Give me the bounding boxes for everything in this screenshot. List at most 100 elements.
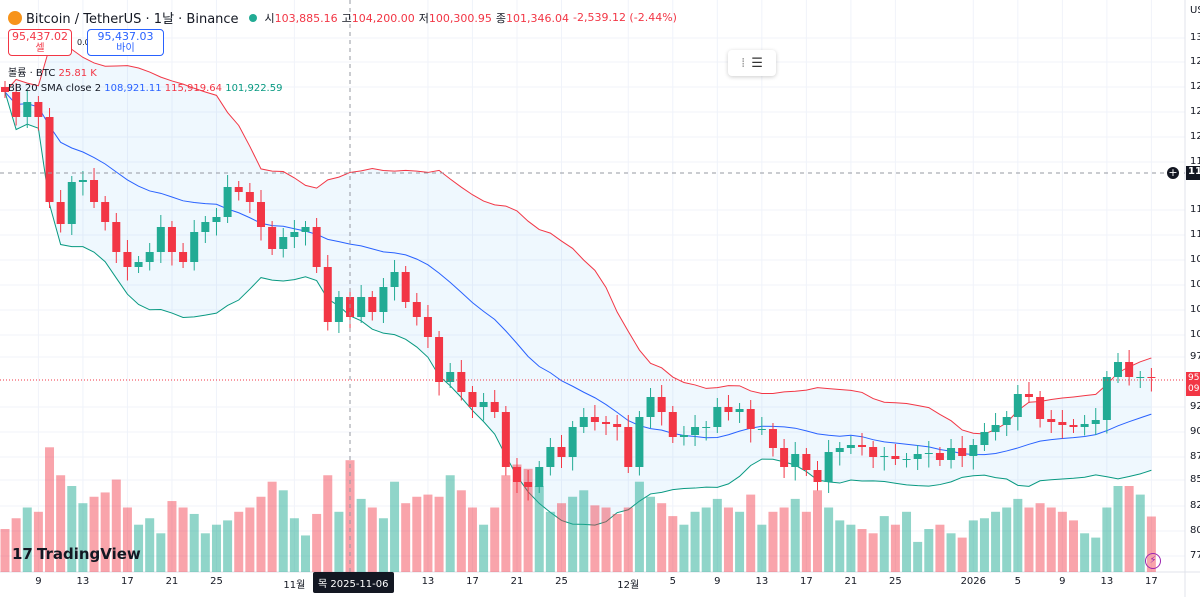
candle-body	[223, 187, 232, 217]
volume-bar	[991, 511, 1001, 572]
volume-bar	[634, 481, 644, 572]
volume-bar	[89, 496, 99, 572]
volume-bar	[657, 503, 667, 572]
candle-body	[1058, 422, 1067, 425]
price-axis[interactable]: US 1312121212111111101010109792908785828…	[1186, 0, 1200, 572]
time-tick-label: 25	[555, 576, 568, 587]
volume-bar	[456, 490, 466, 572]
candle-body	[167, 227, 176, 252]
candle-body	[869, 447, 878, 457]
object-tree-button[interactable]: ⁞ ☰	[728, 50, 776, 76]
candle-body	[858, 445, 867, 447]
candle-body	[524, 482, 533, 487]
candle-body	[1114, 362, 1122, 377]
add-alert-plus-icon[interactable]: +	[1166, 166, 1180, 180]
candle-body	[1125, 362, 1134, 377]
candle-body	[245, 192, 254, 202]
volume-bar	[1113, 486, 1123, 572]
time-tick-label: 21	[844, 576, 858, 587]
volume-bar	[256, 496, 266, 572]
candle-body	[301, 227, 310, 232]
volume-bar	[857, 529, 867, 572]
volume-bar	[267, 481, 277, 572]
volume-bar	[412, 496, 422, 572]
volume-bar	[22, 507, 32, 572]
candle-body	[835, 448, 844, 452]
candle-body	[446, 372, 455, 382]
candle-body	[268, 227, 277, 249]
volume-bar	[378, 518, 388, 572]
volume-bar	[846, 524, 856, 572]
volume-bar	[612, 513, 622, 572]
volume-bar	[245, 507, 255, 572]
candle-body	[991, 425, 1000, 432]
candle-body	[791, 454, 800, 467]
bollinger-upper-line	[4, 39, 1152, 435]
volume-bar	[56, 475, 66, 572]
price-tick-label: 13	[1190, 32, 1200, 43]
bb-indicator-legend[interactable]: BB 20 SMA close 2 108,921.11 115,919.64 …	[8, 83, 283, 94]
volume-bar	[723, 507, 733, 572]
volume-bar	[479, 524, 489, 572]
candle-body	[201, 222, 210, 232]
candle-body	[357, 297, 366, 317]
candle-body	[401, 272, 410, 302]
volume-bar	[590, 505, 600, 572]
volume-bar	[712, 498, 722, 572]
candle-body	[757, 429, 766, 430]
volume-bar	[568, 496, 578, 572]
tradingview-logo[interactable]: 𝟭𝟳 TradingView	[12, 545, 141, 563]
last-price-tag: 95 09	[1186, 372, 1200, 396]
volume-bar	[367, 507, 377, 572]
candle-body	[935, 453, 944, 460]
candle-body	[746, 409, 755, 429]
candle-body	[768, 429, 777, 448]
lightning-icon[interactable]: ⚡	[1145, 553, 1161, 569]
volume-bar	[790, 498, 800, 572]
candle-body	[891, 456, 900, 459]
symbol-title[interactable]: Bitcoin / TetherUS · 1날 · Binance	[26, 12, 239, 27]
candle-body	[958, 448, 967, 456]
time-tick-label: 25	[889, 576, 902, 587]
volume-bar	[312, 513, 322, 572]
volume-bar	[890, 524, 900, 572]
volume-bar	[1024, 507, 1034, 572]
price-tick-label: 90	[1190, 426, 1200, 437]
time-tick-label: 13	[1100, 576, 1114, 587]
volume-bar	[289, 518, 299, 572]
volume-bar	[979, 518, 989, 572]
candle-body	[312, 227, 321, 267]
candle-body	[1147, 377, 1156, 378]
volume-bar	[211, 524, 221, 572]
price-tick-label: 12	[1190, 131, 1200, 142]
price-tick-label: 12	[1190, 81, 1200, 92]
time-tick-label: 13	[755, 576, 769, 587]
candle-body	[1091, 420, 1100, 424]
price-tick-label: 12	[1190, 106, 1200, 117]
candle-body	[813, 470, 822, 482]
bollinger-lower-line	[4, 91, 1152, 526]
buy-button[interactable]: 95,437.03 바이	[87, 29, 164, 56]
volume-bar	[1080, 533, 1090, 572]
time-tick-label: 12월	[617, 580, 640, 591]
volume-bar	[0, 529, 10, 572]
volume-bar	[323, 475, 333, 572]
price-tick-label: 92	[1190, 401, 1200, 412]
volume-bar	[812, 490, 822, 572]
volume-bar	[434, 496, 444, 572]
volume-bar	[1146, 516, 1156, 572]
candle-body	[635, 417, 644, 467]
candle-body	[613, 424, 622, 427]
candle-body	[846, 445, 855, 448]
candle-body	[557, 447, 566, 457]
volume-bar	[935, 524, 945, 572]
candle-body	[290, 232, 299, 237]
price-tick-label: 11	[1190, 204, 1200, 215]
volume-indicator-legend[interactable]: 볼륨 · BTC 25.81 K	[8, 68, 97, 79]
sell-button[interactable]: 95,437.02 셀	[8, 29, 72, 56]
candle-body	[602, 422, 611, 424]
candle-body	[947, 448, 956, 460]
price-tick-label: 77	[1190, 550, 1200, 561]
price-tick-label: 10	[1190, 304, 1200, 315]
